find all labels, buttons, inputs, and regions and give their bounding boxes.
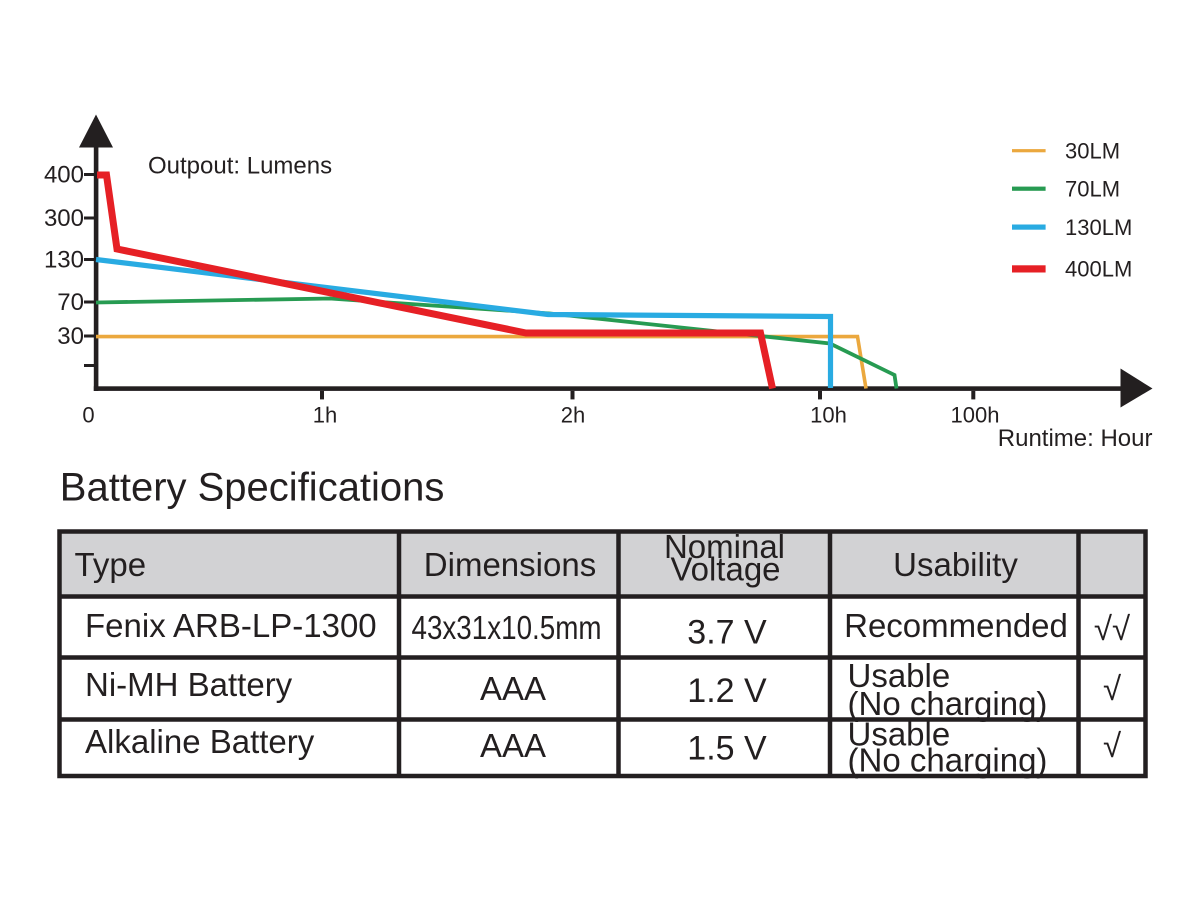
svg-text:70: 70 (57, 289, 84, 316)
svg-text:AAA: AAA (480, 727, 546, 764)
svg-text:2h: 2h (561, 403, 585, 428)
svg-text:Outpout: Lumens: Outpout: Lumens (148, 153, 332, 180)
svg-text:30: 30 (57, 323, 84, 350)
svg-text:Usability: Usability (893, 546, 1018, 583)
svg-text:Usable: Usable (848, 716, 951, 753)
svg-text:100h: 100h (951, 403, 1000, 428)
svg-text:400: 400 (44, 162, 84, 189)
svg-text:300: 300 (44, 205, 84, 232)
svg-text:43x31x10.5mm: 43x31x10.5mm (412, 609, 602, 646)
svg-text:Voltage: Voltage (670, 551, 780, 588)
svg-text:1.5 V: 1.5 V (687, 730, 767, 768)
svg-text:Runtime: Hour: Runtime: Hour (998, 425, 1153, 452)
svg-text:√√: √√ (1094, 610, 1131, 647)
svg-text:Nominal: Nominal (664, 528, 785, 565)
svg-text:Ni-MH Battery: Ni-MH Battery (85, 666, 293, 703)
svg-text:0: 0 (82, 403, 94, 428)
svg-text:(No charging): (No charging) (848, 742, 1048, 779)
svg-text:1h: 1h (313, 403, 337, 428)
svg-text:Battery Specifications: Battery Specifications (60, 466, 445, 510)
svg-text:Type: Type (75, 546, 147, 583)
svg-text:Recommended: Recommended (844, 607, 1068, 644)
svg-text:Alkaline Battery: Alkaline Battery (85, 723, 315, 760)
svg-text:(No charging): (No charging) (848, 685, 1048, 722)
svg-text:70LM: 70LM (1065, 176, 1120, 201)
svg-text:√: √ (1103, 727, 1122, 764)
svg-text:10h: 10h (810, 403, 847, 428)
svg-text:130: 130 (44, 247, 84, 274)
svg-text:30LM: 30LM (1065, 138, 1120, 163)
svg-text:130LM: 130LM (1065, 215, 1132, 240)
svg-text:Fenix ARB-LP-1300: Fenix ARB-LP-1300 (85, 607, 377, 644)
svg-text:Dimensions: Dimensions (424, 546, 596, 583)
svg-text:√: √ (1103, 670, 1122, 707)
svg-text:1.2 V: 1.2 V (687, 672, 767, 710)
svg-text:Usable: Usable (848, 657, 951, 694)
svg-text:AAA: AAA (480, 670, 546, 707)
svg-text:400LM: 400LM (1065, 257, 1132, 282)
svg-text:3.7 V: 3.7 V (687, 613, 767, 651)
